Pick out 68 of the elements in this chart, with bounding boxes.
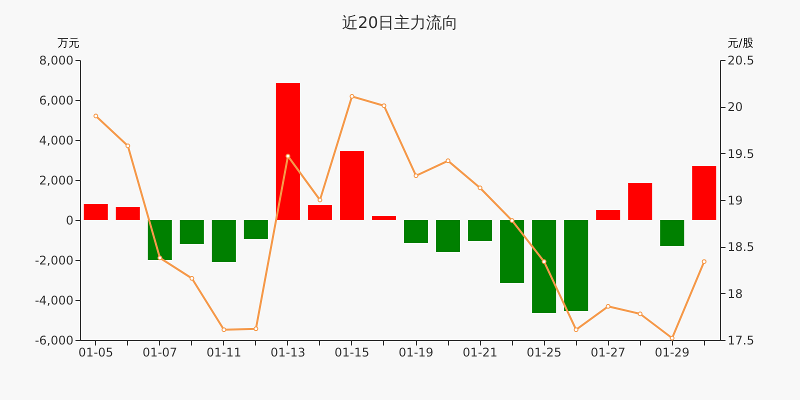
point [478, 186, 482, 190]
y-tick-label: 4,000 [39, 134, 74, 148]
bar [564, 220, 588, 311]
x-tick-label: 01-07 [142, 346, 178, 360]
bar [692, 166, 716, 220]
x-tick-label: 01-05 [78, 346, 114, 360]
bar [628, 183, 652, 220]
y-axis-title: 万元 [58, 36, 80, 50]
y-tick-label: -4,000 [34, 294, 74, 308]
x-tick-label: 01-11 [206, 346, 242, 360]
bar [212, 220, 236, 262]
point [606, 304, 610, 309]
point [638, 312, 642, 316]
point [318, 198, 322, 202]
point [125, 144, 130, 148]
bar [500, 220, 524, 283]
point [350, 94, 354, 99]
point [542, 259, 546, 264]
y-tick-label: 8,000 [39, 54, 74, 68]
bar [436, 220, 460, 252]
bar [180, 220, 204, 244]
point [670, 336, 675, 340]
point [254, 326, 258, 332]
y2-tick-label: 18 [728, 286, 743, 301]
x-tick-label: 01-27 [590, 346, 626, 360]
bar [244, 220, 268, 239]
y2-tick-label: 18.5 [728, 240, 754, 254]
bar [308, 205, 332, 220]
bar [532, 220, 556, 313]
bar [596, 210, 620, 220]
bar [468, 220, 492, 241]
bar [404, 220, 428, 243]
point [222, 327, 226, 332]
y2-tick-label: 19 [728, 194, 743, 208]
bar [340, 151, 364, 220]
point [446, 158, 450, 164]
bar [660, 220, 684, 246]
point [702, 259, 707, 264]
x-tick-label: 01-13 [270, 346, 306, 360]
y2-axis-title: 元/股 [728, 36, 754, 50]
y-tick-label: 6,000 [39, 94, 74, 108]
y2-tick-label: 19.5 [728, 146, 754, 161]
bar [148, 220, 172, 260]
x-tick-label: 01-15 [334, 346, 370, 360]
point [158, 256, 162, 260]
point [190, 276, 194, 281]
bar [84, 204, 108, 220]
y-tick-label: -6,000 [34, 334, 74, 348]
bar [276, 83, 300, 220]
bar [116, 207, 140, 220]
point [510, 218, 514, 223]
y2-tick-label: 17.5 [728, 334, 754, 348]
y2-tick-label: 20 [728, 100, 743, 114]
y-tick-label: 2,000 [39, 174, 74, 188]
point [382, 103, 386, 108]
x-tick-label: 01-25 [526, 346, 562, 360]
x-tick-label: 01-29 [654, 346, 690, 360]
point [286, 154, 290, 158]
point [93, 114, 98, 118]
bar [372, 216, 396, 220]
chart-title: 近20日主力流向 [342, 13, 458, 32]
x-tick-label: 01-21 [462, 346, 498, 360]
y-tick-label: 0 [66, 214, 74, 228]
y2-tick-label: 20.5 [728, 54, 754, 68]
point [574, 327, 578, 332]
point [414, 173, 418, 178]
y-tick-label: -2,000 [34, 254, 74, 268]
x-tick-label: 01-19 [398, 346, 434, 360]
